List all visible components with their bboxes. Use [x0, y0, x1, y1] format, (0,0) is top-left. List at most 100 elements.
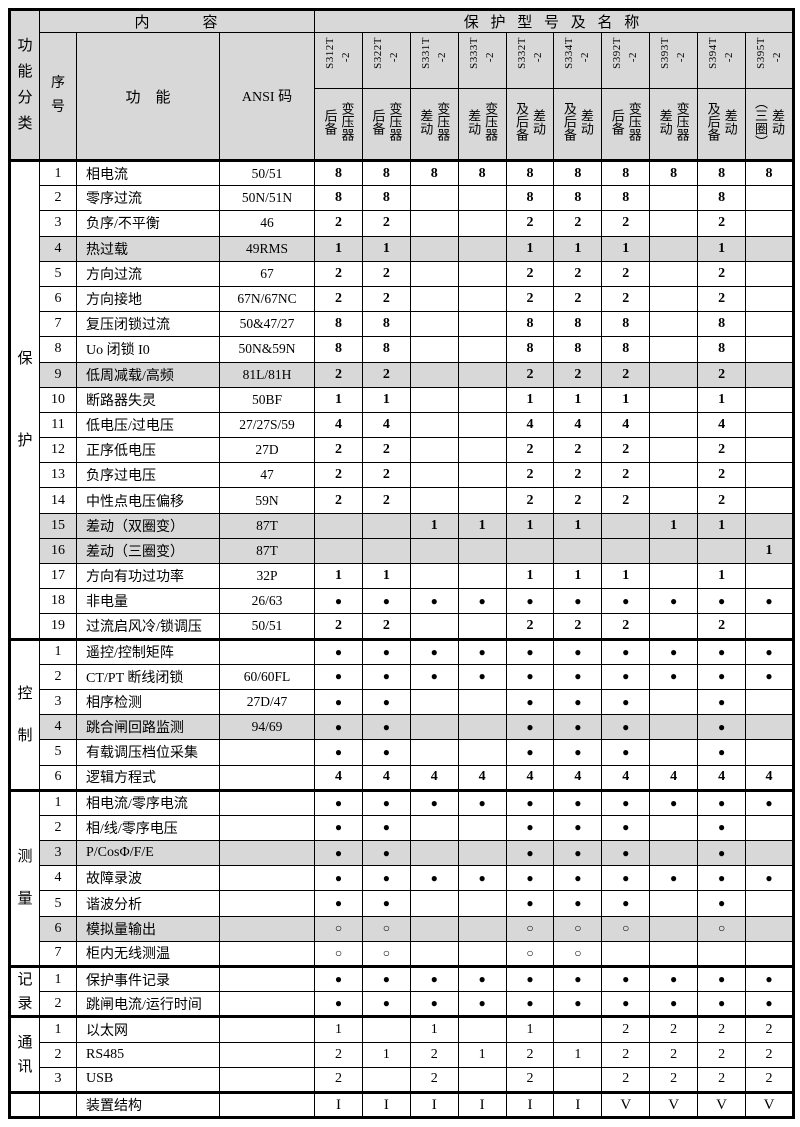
cell-ansi: 46: [219, 210, 315, 237]
filled-dot: ●: [505, 637, 555, 665]
cell-value: [457, 185, 507, 212]
structure-value: V: [745, 1090, 795, 1119]
filled-dot: ●: [505, 840, 555, 867]
cell-ansi: [219, 964, 315, 993]
cell-seq: 2: [39, 991, 77, 1018]
cell-value: 2: [314, 437, 363, 464]
cell-seq: 15: [39, 512, 77, 539]
cell-value: [745, 462, 795, 489]
cell-value: [649, 462, 699, 489]
cell-value: 1: [361, 1041, 411, 1068]
filled-dot: ●: [361, 714, 411, 741]
model-suffix: -2: [483, 52, 496, 63]
header-row-types: 变压器 后备 变压器 后备 变压器 差动 变压器 差动 差动 及后备 差动 及后备 变压器 …: [10, 88, 795, 161]
cell-function: 柜内无线测温: [76, 940, 220, 968]
cell-seq: 5: [39, 260, 77, 287]
cell-value: [649, 814, 699, 842]
cell-value: [745, 915, 795, 942]
cell-value: 2: [697, 437, 747, 464]
cell-value: 1: [697, 386, 747, 413]
cell-value: 8: [505, 311, 555, 338]
cell-value: [457, 437, 507, 464]
model-name: S331T: [419, 37, 432, 69]
cell-value: [409, 814, 459, 842]
cell-value: 2: [553, 487, 603, 514]
cell-value: 4: [601, 764, 651, 791]
cell-function: 相/线/零序电压: [76, 814, 220, 842]
cell-value: 1: [505, 386, 555, 413]
filled-dot: ●: [601, 714, 651, 741]
cell-value: 1: [457, 512, 507, 539]
table-row: 16 差动（三圈变） 87T 1: [10, 537, 795, 565]
filled-dot: ●: [697, 964, 747, 993]
cell-ansi: [219, 739, 315, 766]
cell-value: 2: [697, 361, 747, 388]
table-row: 控制 1 遥控/控制矩阵 ● ● ● ● ● ● ● ● ● ●: [9, 637, 795, 791]
cell-value: [314, 512, 363, 539]
model-suffix: -2: [675, 52, 688, 63]
model-type-S312T: 变压器 后备: [314, 88, 363, 161]
cell-ansi: 27D/47: [219, 688, 315, 716]
cell-value: 1: [505, 1015, 555, 1043]
filled-dot: ●: [553, 588, 603, 615]
cell-value: 8: [601, 185, 651, 212]
cell-value: 1: [649, 512, 699, 539]
structure-value: I: [457, 1090, 507, 1119]
model-header-S392T: S392T -2: [601, 32, 651, 89]
model-name: S393T: [659, 37, 672, 69]
model-type-S322T: 变压器 后备: [361, 88, 411, 161]
cell-function: 谐波分析: [76, 890, 220, 917]
model-name: S395T: [754, 37, 767, 69]
structure-value: I: [409, 1090, 459, 1119]
filled-dot: ●: [457, 588, 507, 615]
filled-dot: ●: [601, 788, 651, 816]
model-header-S394T: S394T -2: [697, 32, 747, 89]
cell-value: [745, 714, 795, 741]
cell-value: [409, 714, 459, 741]
table-row: 3 负序/不平衡 46 2 2 2 2 2 2: [10, 210, 795, 237]
filled-dot: ●: [361, 637, 411, 665]
cell-value: [649, 437, 699, 464]
filled-dot: ●: [553, 637, 603, 665]
filled-dot: ●: [697, 637, 747, 665]
cell-value: 2: [505, 210, 555, 237]
cell-seq: 5: [39, 890, 77, 917]
cell-ansi: 59N: [219, 487, 315, 514]
cell-value: 1: [361, 235, 411, 262]
cell-function: 故障录波: [76, 865, 220, 892]
model-header-S312T: S312T -2: [314, 32, 363, 89]
cell-function: 热过载: [76, 235, 220, 262]
cell-value: [409, 260, 459, 287]
model-header-S333T: S333T -2: [457, 32, 507, 89]
cell-value: [601, 512, 651, 539]
cell-seq: 14: [39, 487, 77, 514]
cell-value: [505, 537, 555, 565]
cell-value: [361, 1015, 411, 1043]
filled-dot: ●: [409, 865, 459, 892]
cell-value: [745, 487, 795, 514]
filled-dot: ●: [601, 739, 651, 766]
model-type-label: 差动 （三圈）: [753, 95, 786, 148]
model-suffix: -2: [770, 52, 783, 63]
filled-dot: ●: [314, 964, 363, 993]
cell-value: 2: [314, 1066, 363, 1093]
footer-row: 装置结构 I I I I I I V V V V: [9, 1090, 795, 1119]
model-suffix: -2: [387, 52, 400, 63]
filled-dot: ●: [697, 714, 747, 741]
table-row: 2 RS485 2 1 2 1 2 1 2 2 2 2: [10, 1041, 795, 1068]
cell-value: [457, 814, 507, 842]
filled-dot: ●: [601, 588, 651, 615]
cell-value: 1: [553, 562, 603, 590]
cell-value: 2: [649, 1066, 699, 1093]
filled-dot: ●: [409, 788, 459, 816]
cell-value: [745, 185, 795, 212]
cell-value: 2: [601, 361, 651, 388]
cell-value: 2: [314, 210, 363, 237]
filled-dot: ●: [745, 637, 795, 665]
filled-dot: ●: [601, 814, 651, 842]
cell-value: [745, 210, 795, 237]
filled-dot: ●: [361, 865, 411, 892]
cell-value: 2: [601, 437, 651, 464]
cell-value: [745, 688, 795, 716]
